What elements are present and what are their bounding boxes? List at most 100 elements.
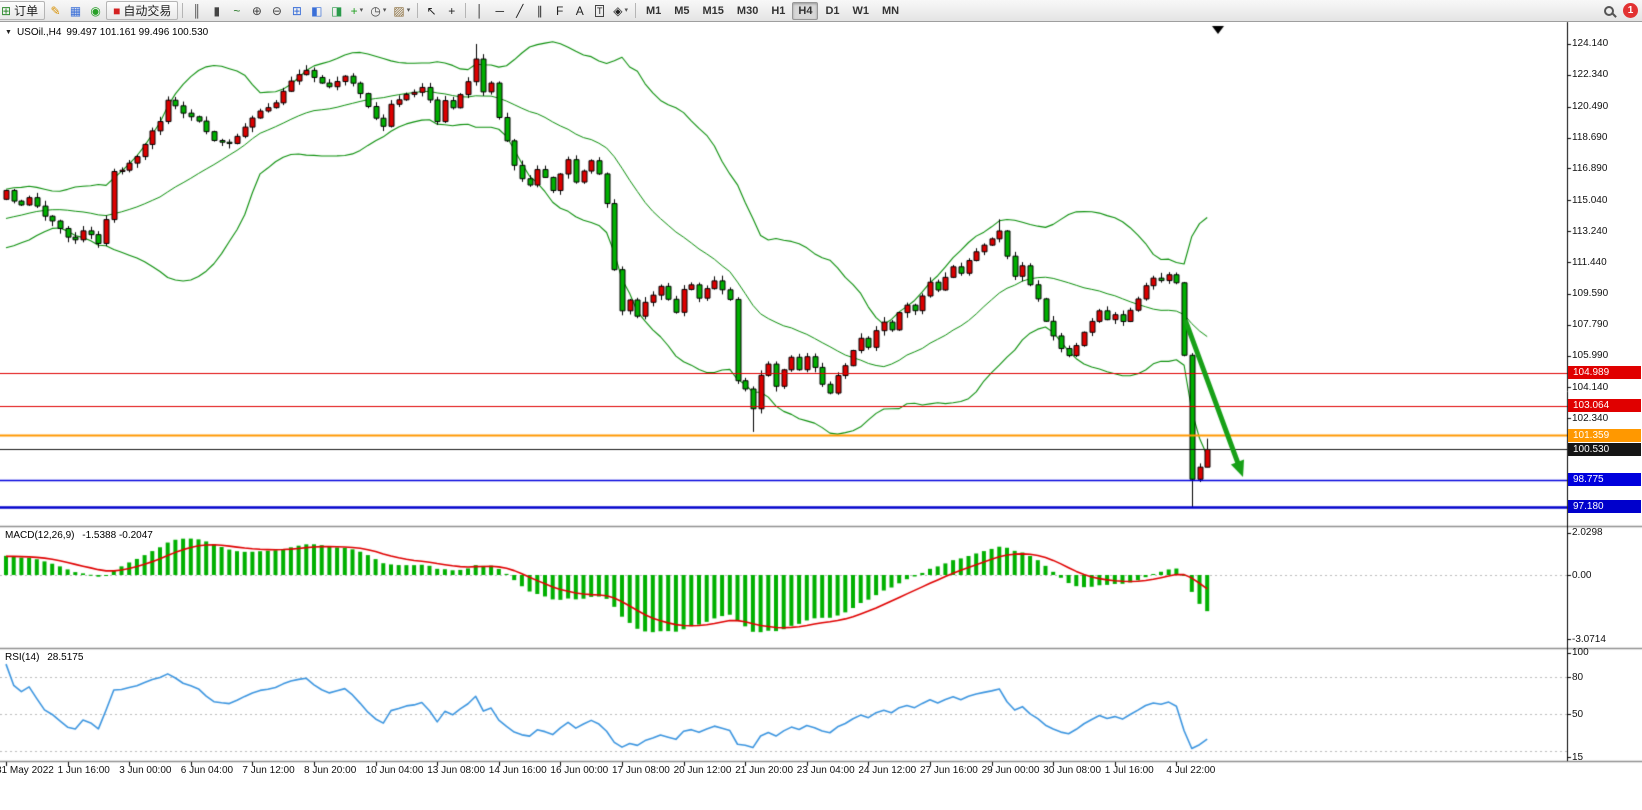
timeframe-h4-button[interactable]: H4 — [792, 1, 819, 20]
shapes-icon: ◈ — [613, 3, 623, 18]
price-axis-tick: 120.490 — [1572, 101, 1609, 113]
time-axis-label: 1 Jul 16:00 — [1104, 765, 1154, 776]
bar-chart-icon: ║ — [192, 3, 202, 18]
timeframe-h1-button[interactable]: H1 — [771, 4, 786, 17]
vertical-line-icon: │ — [475, 3, 484, 18]
vertical-line-button[interactable]: │ — [470, 1, 489, 20]
autotrading-button-label: 自动交易 — [123, 3, 172, 18]
toolbar: ⊞ 订单 ✎ ▦ ◉ ■ 自动交易 ║ ▮ ~ ⊕ ⊖ ⊞ ◧ ◨ + ▾ ◷ ▾ ▨ ▾ ↖ + │ ─ ╱ ∥ F A T ◈ ▾ M1 M5… — [0, 0, 1642, 22]
time-axis-label: 24 Jun 12:00 — [858, 765, 917, 776]
cursor-button[interactable]: ↖ — [422, 1, 441, 20]
fibonacci-icon: F — [556, 3, 564, 18]
autotrading-icon: ■ — [113, 3, 121, 18]
search-button[interactable] — [1599, 1, 1618, 20]
time-axis-label: 27 Jun 16:00 — [920, 765, 978, 776]
price-line-tag: 104.989 — [1568, 366, 1641, 380]
horizontal-line-button[interactable]: ─ — [490, 1, 509, 20]
metaeditor-icon: ✎ — [50, 3, 61, 18]
one-click-trading-toggle[interactable]: ▼ — [5, 29, 12, 36]
toolbar-separator — [465, 3, 467, 18]
crosshair-icon: + — [448, 3, 456, 18]
new-order-button[interactable]: ⊞ 订单 — [0, 1, 46, 20]
line-chart-icon: ~ — [233, 3, 241, 18]
timeframe-m30-button[interactable]: M30 — [736, 4, 759, 17]
chevron-down-icon: ▾ — [359, 7, 364, 14]
time-axis-label: 13 Jun 08:00 — [427, 765, 486, 776]
line-chart-button[interactable]: ~ — [227, 1, 246, 20]
toolbar-separator — [634, 3, 636, 18]
arrange-windows-icon: ◨ — [331, 3, 343, 18]
zoom-out-button[interactable]: ⊖ — [267, 1, 286, 20]
price-axis-tick: 118.690 — [1572, 132, 1608, 144]
timeframe-m1-button[interactable]: M1 — [645, 4, 662, 17]
price-axis-tick: 115.040 — [1572, 194, 1608, 206]
candlestick-button[interactable]: ▮ — [207, 1, 226, 20]
periods-button[interactable]: ◷ ▾ — [367, 1, 389, 20]
chevron-down-icon: ▾ — [406, 7, 411, 14]
timeframe-d1-button[interactable]: D1 — [825, 4, 840, 17]
notification-badge[interactable]: 1 — [1623, 3, 1638, 18]
templates-button[interactable]: ▨ ▾ — [390, 1, 413, 20]
timeframe-m5-button[interactable]: M5 — [674, 4, 690, 17]
market-watch-icon: ▦ — [69, 3, 82, 18]
price-axis-tick: 116.890 — [1572, 162, 1608, 174]
community-icon: ◉ — [90, 3, 101, 18]
market-watch-button[interactable]: ▦ — [66, 1, 85, 20]
price-line-tag: 100.530 — [1568, 442, 1641, 456]
text-button[interactable]: A — [570, 1, 589, 20]
toolbar-separator — [417, 3, 419, 18]
channel-button[interactable]: ∥ — [530, 1, 549, 20]
crosshair-button[interactable]: + — [442, 1, 461, 20]
zoom-in-button[interactable]: ⊕ — [247, 1, 266, 20]
tile-windows-button[interactable]: ⊞ — [287, 1, 306, 20]
bar-chart-button[interactable]: ║ — [187, 1, 206, 20]
zoom-out-icon: ⊖ — [271, 3, 282, 18]
price-line-tag: 98.775 — [1568, 473, 1641, 487]
time-axis-label: 7 Jun 12:00 — [242, 765, 295, 776]
trendline-button[interactable]: ╱ — [510, 1, 529, 20]
time-axis-label: 1 Jun 16:00 — [57, 765, 110, 776]
new-order-button-label: 订单 — [14, 3, 39, 18]
community-button[interactable]: ◉ — [86, 1, 105, 20]
rsi-axis-tick: 50 — [1572, 708, 1584, 720]
price-axis-tick: 122.340 — [1572, 69, 1609, 81]
trendline-icon: ╱ — [516, 3, 524, 18]
shapes-button[interactable]: ◈ ▾ — [610, 1, 631, 20]
time-axis-label: 3 Jun 00:00 — [119, 765, 172, 776]
text-label-button[interactable]: T — [590, 1, 609, 20]
macd-axis-tick: 2.0298 — [1572, 527, 1603, 539]
text-icon: A — [575, 3, 584, 18]
rsi-axis-tick: 15 — [1572, 751, 1584, 763]
time-axis-label: 6 Jun 04:00 — [180, 765, 234, 776]
cursor-icon: ↖ — [426, 3, 437, 18]
candlestick-icon: ▮ — [213, 3, 221, 18]
price-axis-tick: 109.590 — [1572, 288, 1609, 300]
price-axis-tick: 105.990 — [1572, 350, 1609, 362]
indicators-button[interactable]: + ▾ — [347, 1, 366, 20]
chevron-down-icon: ▾ — [624, 7, 628, 14]
periods-icon: ◷ — [370, 3, 381, 18]
chevron-down-icon: ▾ — [382, 7, 387, 14]
time-axis-label: 20 Jun 12:00 — [673, 765, 732, 776]
time-axis-label: 4 Jul 22:00 — [1166, 765, 1216, 776]
timeframe-m15-button[interactable]: M15 — [702, 4, 724, 17]
price-line-tag: 97.180 — [1568, 500, 1641, 514]
autotrading-button[interactable]: ■ 自动交易 — [106, 1, 179, 20]
price-line-tag: 101.359 — [1568, 428, 1641, 442]
new-order-icon: ⊞ — [1, 3, 12, 18]
arrange-windows-button[interactable]: ◨ — [327, 1, 346, 20]
time-axis-label: 16 Jun 00:00 — [550, 765, 609, 776]
timeframe-w1-button[interactable]: W1 — [852, 4, 870, 17]
macd-axis-tick: -3.0714 — [1572, 633, 1606, 645]
timeframe-mn-button[interactable]: MN — [882, 4, 900, 17]
price-axis-tick: 102.340 — [1572, 412, 1609, 424]
fibonacci-button[interactable]: F — [550, 1, 569, 20]
cascade-windows-button[interactable]: ◧ — [307, 1, 326, 20]
metaeditor-button[interactable]: ✎ — [46, 1, 65, 20]
text-label-icon: T — [594, 4, 605, 17]
time-axis-label: 21 Jun 20:00 — [735, 765, 794, 776]
price-axis-tick: 111.440 — [1572, 256, 1607, 268]
